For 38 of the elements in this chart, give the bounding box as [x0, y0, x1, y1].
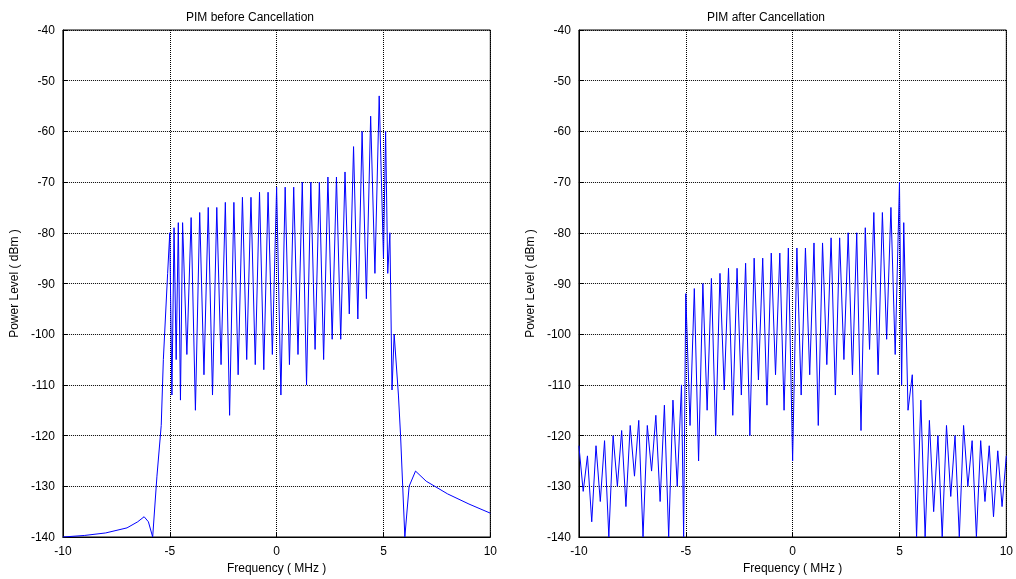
y-tick-label: -120 [30, 428, 56, 443]
x-tick-label: 0 [789, 544, 797, 558]
y-tick-label: -110 [31, 377, 56, 392]
y-tick-label: -130 [546, 479, 572, 494]
y-axis-title: Power Level ( dBm ) [523, 229, 537, 338]
y-tick-label: -60 [553, 124, 572, 139]
x-tick-label: 10 [483, 544, 498, 558]
x-tick-label: 10 [999, 544, 1014, 558]
y-tick-label: -70 [37, 175, 56, 190]
y-tick-label: -60 [37, 124, 56, 139]
y-tick-label: -50 [553, 73, 572, 88]
x-axis-title: Frequency ( MHz ) [226, 560, 327, 575]
y-tick-label: -90 [553, 276, 572, 291]
y-tick-label: -40 [553, 23, 572, 37]
y-axis-title: Power Level ( dBm ) [7, 229, 21, 338]
y-tick-label: -140 [546, 530, 572, 544]
y-tick-label: -70 [553, 175, 572, 190]
y-tick-label: -140 [30, 530, 56, 544]
y-tick-label: -80 [37, 225, 56, 240]
y-tick-label: -100 [546, 327, 572, 342]
y-tick-label: -40 [37, 23, 56, 37]
x-tick-label: -10 [54, 544, 72, 558]
y-tick-label: -110 [547, 377, 572, 392]
x-tick-label: 5 [380, 544, 388, 558]
y-tick-label: -130 [30, 479, 56, 494]
chart-title: PIM after Cancellation [706, 10, 826, 24]
x-axis-title: Frequency ( MHz ) [742, 560, 843, 575]
y-tick-label: -100 [30, 327, 56, 342]
y-tick-label: -120 [546, 428, 572, 443]
x-tick-label: -5 [164, 544, 176, 558]
x-tick-label: -10 [570, 544, 588, 558]
y-tick-label: -50 [37, 73, 56, 88]
x-tick-label: -5 [680, 544, 692, 558]
y-tick-label: -80 [553, 225, 572, 240]
x-tick-label: 0 [273, 544, 281, 558]
chart-title: PIM before Cancellation [185, 10, 315, 24]
y-tick-label: -90 [37, 276, 56, 291]
x-tick-label: 5 [896, 544, 904, 558]
